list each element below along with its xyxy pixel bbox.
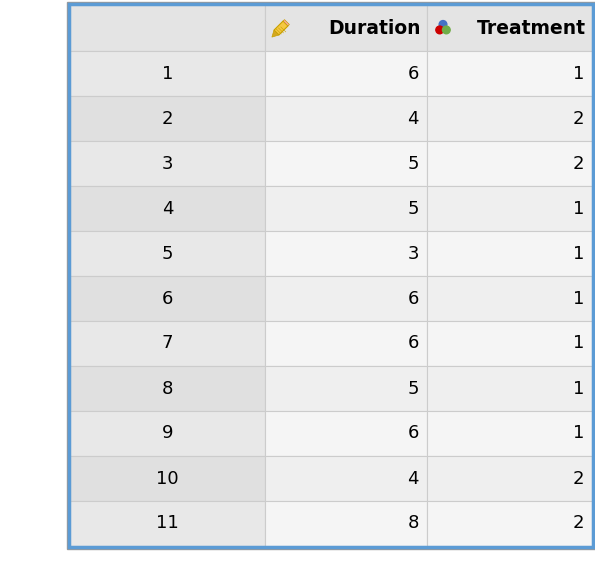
Polygon shape (272, 30, 279, 37)
Text: 1: 1 (572, 65, 584, 82)
Bar (427, 96, 592, 141)
Bar (69, 4, 593, 547)
Polygon shape (283, 20, 289, 26)
Bar (70, 456, 265, 501)
Text: 2: 2 (162, 109, 173, 127)
Text: 1: 1 (572, 245, 584, 263)
Text: 8: 8 (408, 514, 419, 532)
Bar (265, 186, 427, 231)
Text: 6: 6 (162, 289, 173, 307)
Bar (427, 276, 592, 321)
Circle shape (436, 26, 443, 34)
Bar (265, 501, 427, 546)
Bar (70, 411, 265, 456)
Bar (427, 456, 592, 501)
Bar (265, 231, 427, 276)
Text: 1: 1 (572, 334, 584, 352)
Text: 6: 6 (408, 334, 419, 352)
Text: 2: 2 (572, 470, 584, 488)
Bar (70, 366, 265, 411)
Bar (70, 321, 265, 366)
Text: 1: 1 (572, 379, 584, 398)
Text: 5: 5 (162, 245, 173, 263)
Bar (427, 51, 592, 96)
Text: 10: 10 (156, 470, 179, 488)
Text: Treatment: Treatment (477, 19, 586, 38)
Text: 5: 5 (408, 154, 419, 172)
Bar (70, 186, 265, 231)
Bar (427, 321, 592, 366)
Text: 2: 2 (572, 514, 584, 532)
Bar (70, 141, 265, 186)
Bar (265, 321, 427, 366)
Text: 7: 7 (162, 334, 173, 352)
Bar (427, 141, 592, 186)
Bar (427, 411, 592, 456)
Polygon shape (274, 21, 288, 35)
Bar (70, 276, 265, 321)
Text: 4: 4 (162, 200, 173, 218)
Bar (265, 276, 427, 321)
Text: 9: 9 (162, 425, 173, 443)
Bar (427, 501, 592, 546)
Bar (427, 186, 592, 231)
Text: 3: 3 (162, 154, 173, 172)
Circle shape (443, 26, 450, 34)
Bar (70, 5, 265, 51)
Bar (427, 5, 592, 51)
Bar (265, 5, 427, 51)
Bar (427, 231, 592, 276)
Bar (427, 366, 592, 411)
Bar (70, 231, 265, 276)
Text: 3: 3 (408, 245, 419, 263)
Text: 6: 6 (408, 425, 419, 443)
Text: 8: 8 (162, 379, 173, 398)
Text: 1: 1 (572, 425, 584, 443)
Bar (265, 411, 427, 456)
Bar (70, 96, 265, 141)
Text: 4: 4 (408, 470, 419, 488)
Bar (265, 456, 427, 501)
Text: 1: 1 (572, 200, 584, 218)
Bar (70, 501, 265, 546)
Text: 1: 1 (162, 65, 173, 82)
Text: 4: 4 (408, 109, 419, 127)
Bar (265, 141, 427, 186)
Bar (67, 2, 595, 549)
Text: 2: 2 (572, 109, 584, 127)
Text: 1: 1 (572, 289, 584, 307)
Text: 5: 5 (408, 379, 419, 398)
Bar (265, 96, 427, 141)
Text: 6: 6 (408, 65, 419, 82)
Text: 11: 11 (156, 514, 179, 532)
Bar (70, 51, 265, 96)
Circle shape (439, 21, 447, 28)
Text: 5: 5 (408, 200, 419, 218)
Bar (265, 366, 427, 411)
Bar (265, 51, 427, 96)
Text: 6: 6 (408, 289, 419, 307)
Text: 2: 2 (572, 154, 584, 172)
Text: Duration: Duration (328, 19, 421, 38)
